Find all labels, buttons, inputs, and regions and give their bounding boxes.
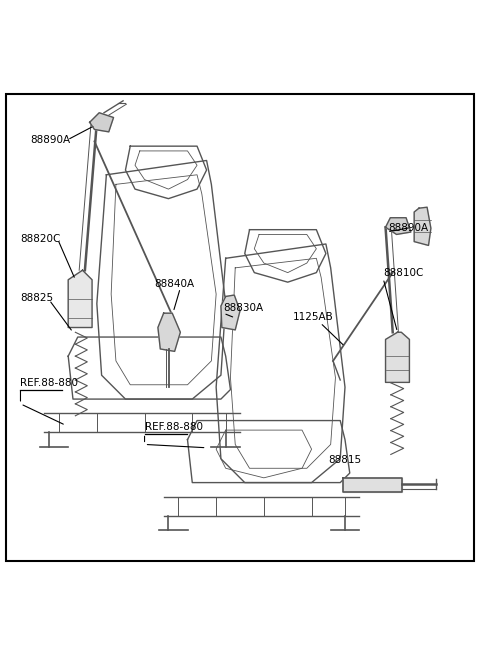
Text: 88830A: 88830A [223,303,264,313]
Polygon shape [385,217,411,234]
Polygon shape [221,295,240,330]
Text: REF.88-880: REF.88-880 [21,378,78,388]
Polygon shape [158,313,180,351]
Text: 1125AB: 1125AB [292,312,333,322]
Text: 88890A: 88890A [388,223,428,233]
Text: 88815: 88815 [328,455,361,464]
Text: 88810C: 88810C [383,268,423,278]
Polygon shape [414,207,431,246]
Text: 88840A: 88840A [154,279,194,289]
Polygon shape [343,478,402,492]
Polygon shape [68,271,92,328]
Polygon shape [385,332,409,383]
Polygon shape [90,113,114,132]
Text: 88820C: 88820C [21,234,61,244]
Text: 88890A: 88890A [30,135,70,145]
Text: 88825: 88825 [21,293,54,303]
Text: REF.88-880: REF.88-880 [144,422,203,432]
